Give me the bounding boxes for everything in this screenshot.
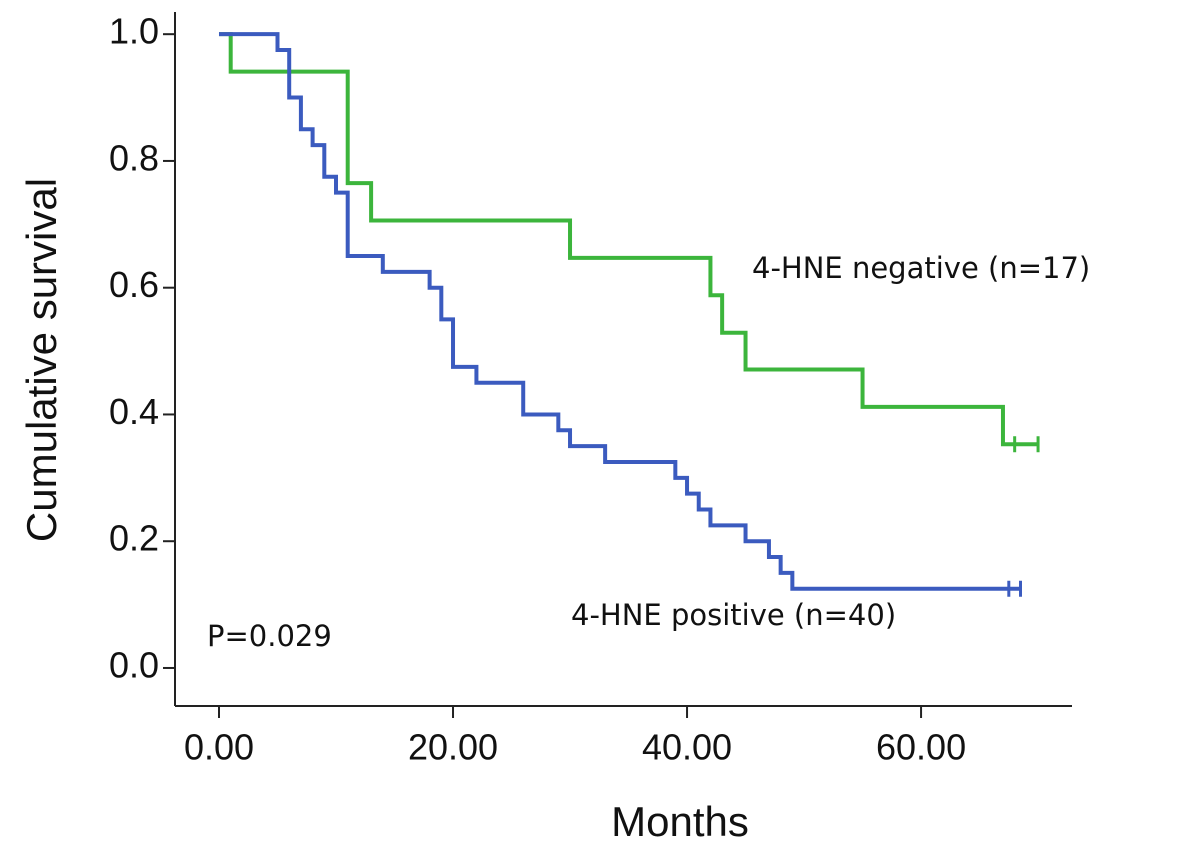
survival-curve xyxy=(218,32,1021,591)
y-tick-label: 0.8 xyxy=(109,137,159,178)
survival-curve xyxy=(218,32,1039,447)
x-tick-label: 40.00 xyxy=(642,727,732,768)
x-tick-label: 60.00 xyxy=(876,727,966,768)
x-tick-label: 20.00 xyxy=(408,727,498,768)
x-axis-title: Months xyxy=(611,798,749,845)
p-value: P=0.029 xyxy=(207,619,332,653)
y-axis-title: Cumulative survival xyxy=(18,178,65,542)
series-label: 4-HNE negative (n=17) xyxy=(752,251,1090,285)
series-label: 4-HNE positive (n=40) xyxy=(571,598,896,632)
x-tick-label: 0.00 xyxy=(184,727,254,768)
y-tick-label: 0.4 xyxy=(109,391,159,432)
y-tick-label: 0.0 xyxy=(109,644,159,685)
y-tick-label: 0.6 xyxy=(109,264,159,305)
y-tick-label: 0.2 xyxy=(109,518,159,559)
y-tick-label: 1.0 xyxy=(109,11,159,52)
